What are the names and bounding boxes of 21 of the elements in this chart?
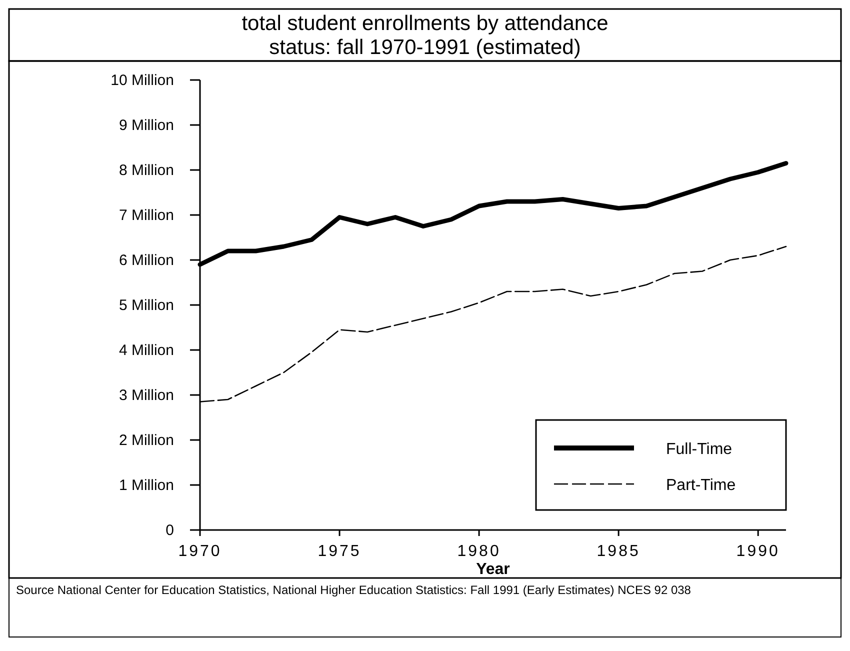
y-tick-label: 8 Million bbox=[118, 162, 174, 179]
x-tick-label: 1985 bbox=[596, 543, 640, 560]
chart-title: total student enrollments by attendance status: fall 1970-1991 (estimated) bbox=[242, 12, 608, 59]
source-note: Source National Center for Education Statistics, National Higher Education Statistics: Fall 1991 (Early Estimates) NCES 92 038 bbox=[16, 583, 692, 597]
y-tick-label: 1 Million bbox=[118, 477, 174, 494]
y-tick-label: 7 Million bbox=[118, 207, 174, 224]
x-axis-title: Year bbox=[476, 561, 510, 578]
x-tick-label: 1980 bbox=[457, 543, 501, 560]
y-tick-label: 4 Million bbox=[118, 342, 174, 359]
y-tick-label: 9 Million bbox=[118, 117, 174, 134]
y-tick-label: 3 Million bbox=[118, 387, 174, 404]
x-tick-label: 1970 bbox=[178, 543, 222, 560]
y-tick-label: 2 Million bbox=[118, 432, 174, 449]
y-tick-label: 5 Million bbox=[118, 297, 174, 314]
legend-label: Full-Time bbox=[666, 441, 732, 458]
y-tick-label: 6 Million bbox=[118, 252, 174, 269]
y-tick-label: 0 bbox=[166, 522, 174, 539]
legend-label: Part-Time bbox=[666, 477, 736, 494]
x-tick-label: 1990 bbox=[736, 543, 780, 560]
y-tick-label: 10 Million bbox=[110, 72, 174, 89]
x-tick-label: 1975 bbox=[318, 543, 362, 560]
